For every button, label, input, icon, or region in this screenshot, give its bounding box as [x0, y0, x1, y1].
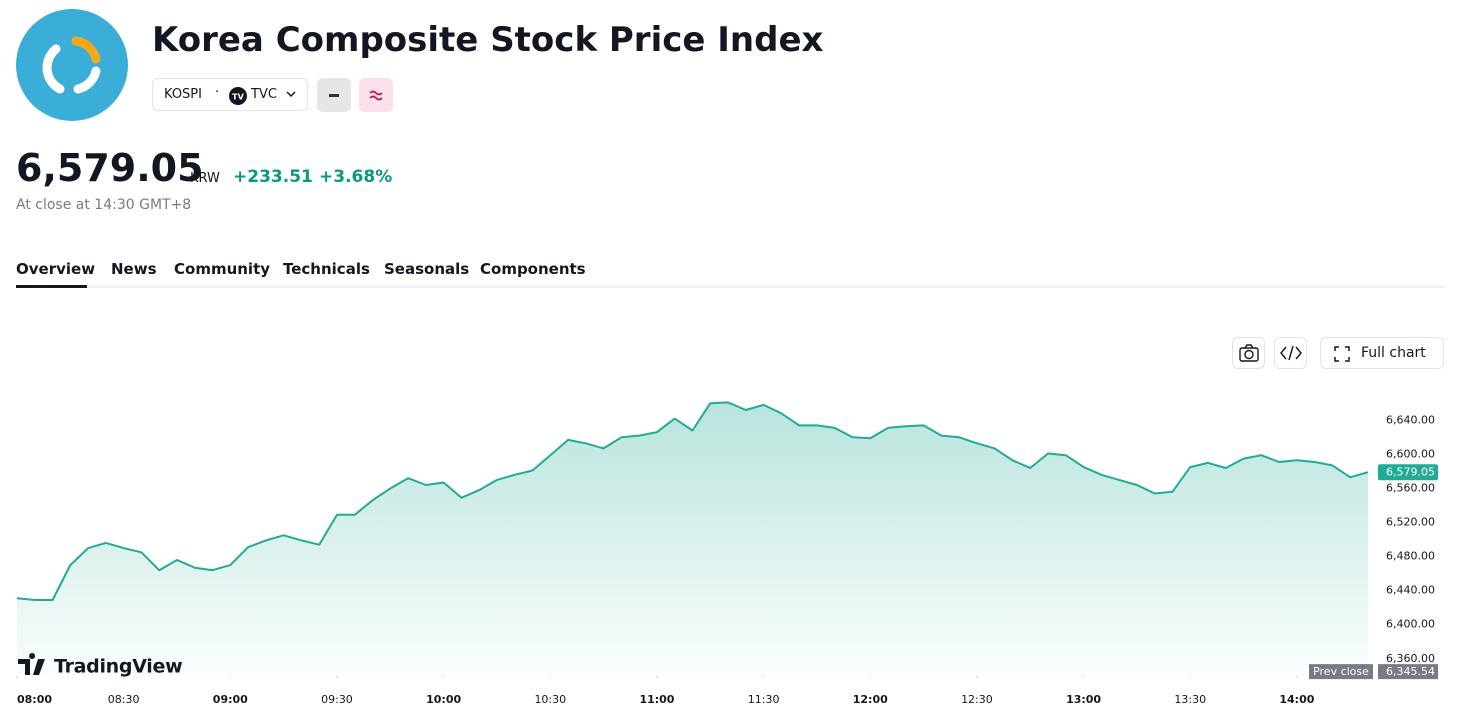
watermark-text: TradingView: [54, 656, 182, 678]
x-tick-label: 12:30: [961, 693, 993, 706]
tab-underline: [16, 285, 87, 288]
watermark-logo: [18, 653, 45, 675]
full-chart-button[interactable]: Full chart: [1320, 337, 1444, 369]
tab[interactable]: Seasonals: [384, 260, 470, 278]
prev-close-box: [1378, 664, 1438, 680]
x-tick-label: 14:00: [1279, 693, 1314, 706]
full-chart-label: Full chart: [1361, 345, 1426, 361]
x-tick-label: 11:30: [748, 693, 780, 706]
x-tick-label: 13:00: [1066, 693, 1101, 706]
last-price-label: 6,579.05: [1386, 466, 1435, 479]
embed-button[interactable]: [1274, 337, 1307, 369]
last-price-box: [1378, 464, 1438, 481]
chevron: [286, 91, 296, 98]
prev-close-value: 6,345.54: [1386, 665, 1435, 678]
x-tick-label: 13:30: [1174, 693, 1206, 706]
svg-text:TV: TV: [232, 93, 244, 102]
title: Korea Composite Stock Price Index: [152, 20, 824, 60]
x-tick-label: 09:00: [213, 693, 248, 706]
tab[interactable]: Technicals: [283, 260, 370, 278]
y-tick-label: 6,640.00: [1386, 413, 1435, 426]
x-tick-label: 08:00: [17, 693, 52, 706]
area-fill: [17, 402, 1368, 675]
change: +233.51: [233, 167, 313, 187]
y-tick-label: 6,400.00: [1386, 618, 1435, 631]
camera-icon: [1239, 344, 1259, 362]
x-tick-label: 10:00: [426, 693, 461, 706]
delay-button[interactable]: [359, 78, 393, 112]
exchange: TVC: [251, 87, 277, 102]
status-button[interactable]: [317, 78, 351, 112]
expand-icon: [1334, 346, 1350, 362]
x-tick-label: 10:30: [534, 693, 566, 706]
x-tick-label: 11:00: [639, 693, 674, 706]
tab[interactable]: Community: [174, 260, 271, 278]
currency: KRW: [190, 171, 220, 186]
tab[interactable]: News: [111, 260, 157, 278]
symbol: KOSPI: [164, 87, 202, 102]
code-icon: [1280, 345, 1302, 361]
price: 6,579.05: [16, 146, 204, 190]
y-tick-label: 6,440.00: [1386, 584, 1435, 597]
y-tick-label: 6,480.00: [1386, 550, 1435, 563]
prev-close-name: Prev close: [1313, 665, 1369, 678]
price-line: [16, 401, 1369, 601]
y-tick-label: 6,600.00: [1386, 447, 1435, 460]
x-tick-label: 12:00: [853, 693, 888, 706]
x-tick-label: 08:30: [108, 693, 140, 706]
tab[interactable]: Components: [480, 260, 586, 278]
tab-divider: [16, 285, 1444, 288]
separator: ·: [215, 85, 220, 100]
change-percent: +3.68%: [319, 167, 393, 187]
x-tick-label: 09:30: [321, 693, 353, 706]
symbol-pill[interactable]: KOSPI · TV TVC: [152, 78, 308, 111]
snapshot-button[interactable]: [1232, 337, 1265, 369]
y-tick-label: 6,360.00: [1386, 652, 1435, 665]
tab[interactable]: Overview: [16, 260, 96, 278]
close-note: At close at 14:30 GMT+8: [16, 197, 192, 213]
exchange-icon: TV: [229, 87, 247, 105]
last-price-tag: 6,579.05: [1378, 464, 1438, 481]
y-tick-label: 6,560.00: [1386, 481, 1435, 494]
logo: [16, 9, 128, 121]
watermark: TradingView: [18, 653, 183, 678]
prev-close-name-box: [1309, 664, 1373, 680]
y-tick-label: 6,520.00: [1386, 516, 1435, 529]
